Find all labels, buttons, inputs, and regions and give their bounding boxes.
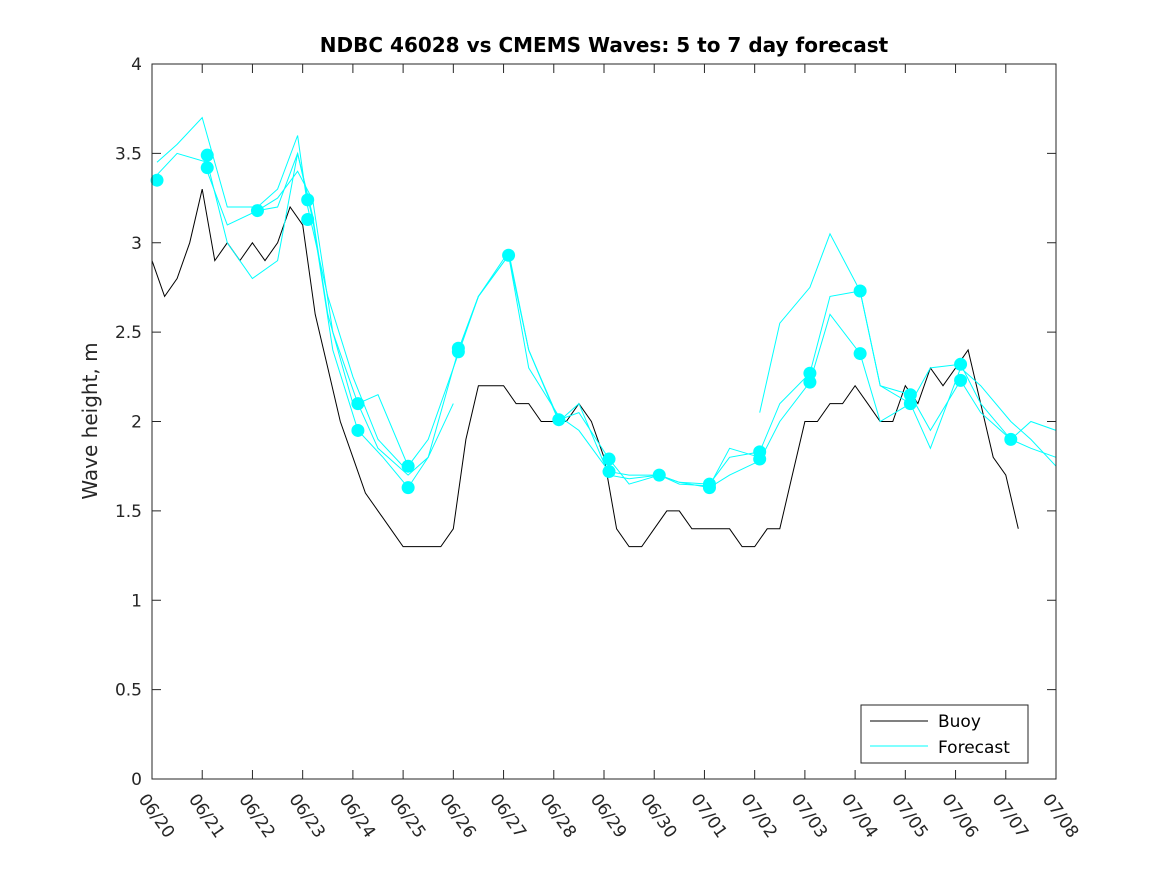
legend-box (860, 704, 1029, 764)
y-axis-label: Wave height, m (78, 342, 102, 499)
forecast-marker-29 (1004, 432, 1018, 446)
forecast-marker-2 (200, 161, 214, 175)
forecast-marker-27 (954, 357, 968, 371)
forecast-series-line-1 (156, 116, 409, 467)
forecast-marker-25 (903, 388, 917, 402)
forecast-marker-8 (401, 459, 415, 473)
forecast-marker-11 (451, 345, 465, 359)
y-tick-label-3: 1.5 (115, 502, 142, 522)
y-tick-label-8: 4 (131, 55, 142, 75)
forecast-marker-18 (702, 481, 716, 495)
marker-layer (150, 148, 1018, 495)
forecast-marker-21 (803, 366, 817, 380)
y-tick-label-7: 3.5 (115, 144, 142, 164)
legend: Buoy Forecast (860, 704, 1029, 764)
forecast-marker-22 (803, 375, 817, 389)
y-tick-label-1: 0.5 (115, 681, 142, 701)
y-tick-label-4: 2 (131, 413, 142, 433)
forecast-marker-5 (301, 213, 315, 227)
forecast-marker-4 (301, 193, 315, 207)
forecast-marker-0 (150, 173, 164, 187)
forecast-marker-16 (652, 468, 666, 482)
y-tick-label-0: 0 (131, 770, 142, 790)
forecast-marker-1 (200, 148, 214, 162)
forecast-marker-28 (954, 373, 968, 387)
forecast-marker-12 (502, 248, 516, 262)
chart-title: NDBC 46028 vs CMEMS Waves: 5 to 7 day fo… (320, 33, 889, 57)
y-tick-label-5: 2.5 (115, 323, 142, 343)
forecast-marker-6 (351, 397, 365, 411)
forecast-marker-26 (903, 397, 917, 411)
buoy-series-line (151, 188, 1019, 548)
forecast-marker-14 (602, 452, 616, 466)
plot-area (152, 64, 1056, 779)
forecast-marker-24 (853, 347, 867, 361)
forecast-marker-7 (351, 423, 365, 437)
forecast-marker-13 (552, 413, 566, 427)
legend-forecast-label: Forecast (938, 738, 1010, 758)
forecast-series-line-2 (151, 152, 354, 404)
y-tick-label-2: 1 (131, 591, 142, 611)
forecast-marker-3 (250, 204, 264, 218)
forecast-marker-15 (602, 465, 616, 479)
forecast-marker-20 (753, 452, 767, 466)
y-tick-label-6: 3 (131, 234, 142, 254)
legend-buoy-label: Buoy (938, 712, 981, 732)
forecast-marker-9 (401, 481, 415, 495)
forecast-marker-23 (853, 284, 867, 298)
